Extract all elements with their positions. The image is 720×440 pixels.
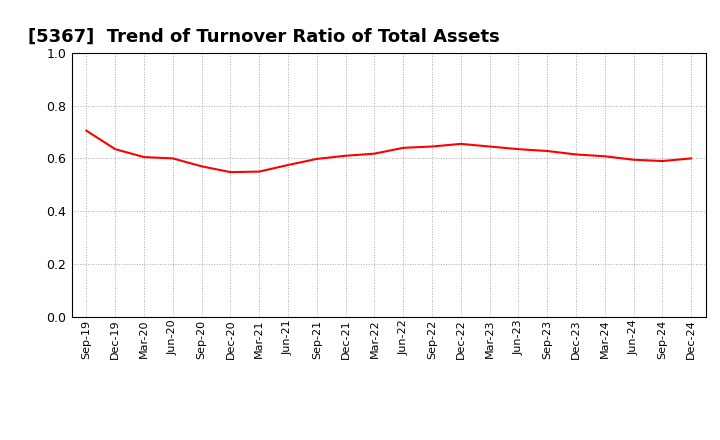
Text: [5367]  Trend of Turnover Ratio of Total Assets: [5367] Trend of Turnover Ratio of Total … bbox=[27, 28, 500, 46]
